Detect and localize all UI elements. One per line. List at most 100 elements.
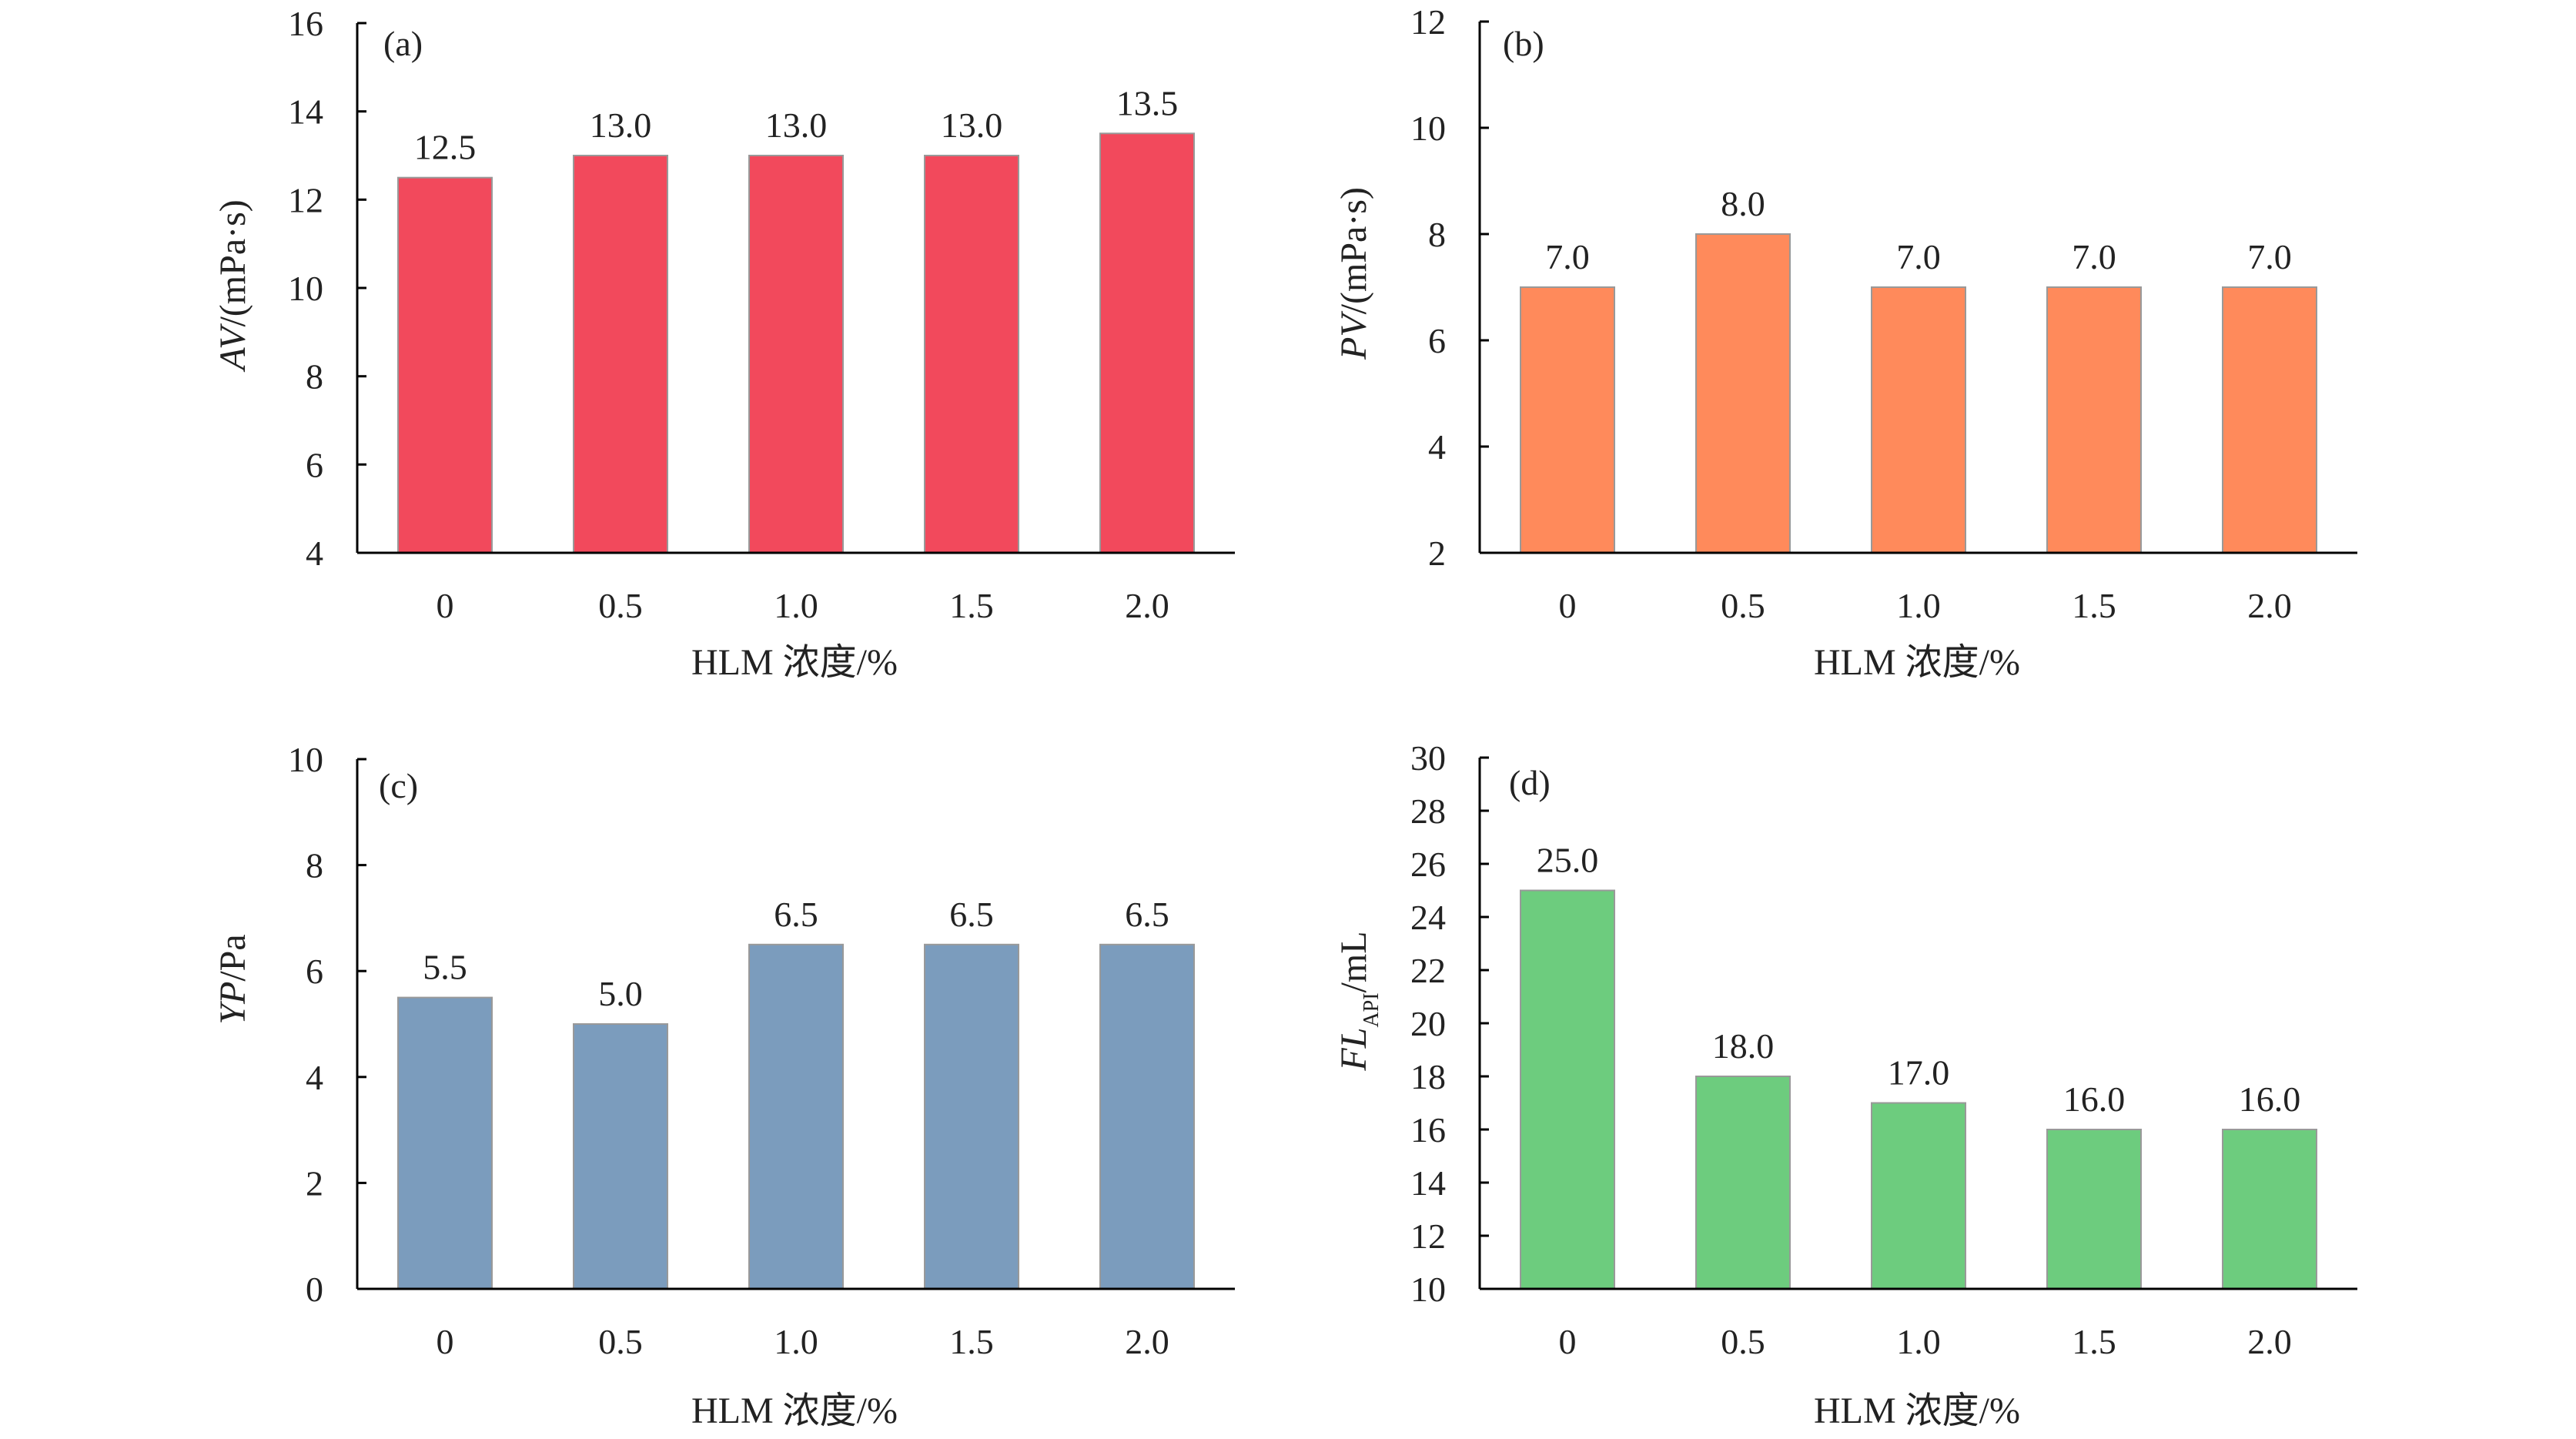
y-tick-label-a-4: 12 [288,180,323,219]
x-tick-label-a-0: 0 [437,586,454,625]
y-tick-label-c-3: 6 [306,952,323,991]
y-tick-label-a-5: 14 [288,92,323,132]
x-tick-label-b-1: 0.5 [1721,586,1765,625]
bar-c-1 [573,1023,668,1290]
y-axis-title-a: AV/(mPa·s) [212,199,253,373]
y-tick-label-b-1: 4 [1428,427,1446,467]
y-axis-title-b-unit: /(mPa·s) [1333,187,1374,314]
x-axis-title-c: HLM 浓度/% [691,1390,898,1431]
y-tick-label-d-7: 24 [1410,898,1446,937]
y-tick-label-d-2: 14 [1410,1163,1446,1203]
x-tick-label-d-4: 2.0 [2247,1322,2292,1361]
value-label-c-3: 6.5 [949,895,994,934]
bar-a-3 [924,155,1019,554]
value-label-a-3: 13.0 [941,105,1003,145]
y-tick-label-b-3: 8 [1428,215,1446,254]
panel-label-d: (d) [1509,763,1551,802]
bar-d-0 [1520,889,1615,1290]
panel-label-c: (c) [379,766,418,805]
value-label-a-2: 13.0 [765,105,828,145]
y-tick-label-d-1: 12 [1410,1216,1446,1256]
bar-c-0 [397,996,493,1290]
x-axis-title-b: HLM 浓度/% [1814,642,2020,683]
y-tick-label-c-5: 10 [288,740,323,779]
x-tick-label-d-0: 0 [1559,1322,1577,1361]
x-axis-title-a: HLM 浓度/% [691,642,898,683]
y-tick-label-c-0: 0 [306,1270,323,1309]
bar-c-4 [1099,943,1195,1290]
panel-b-marks: 7.0 0 8.0 0.5 7.0 1.0 7.0 1.5 7.0 2.0 2 4 6 8 10 12 [1410,2,2357,625]
value-label-d-3: 16.0 [2063,1079,2126,1119]
x-tick-label-c-1: 0.5 [598,1322,643,1361]
value-label-c-0: 5.5 [423,948,467,987]
y-tick-label-a-1: 6 [306,445,323,484]
y-tick-label-d-4: 18 [1410,1057,1446,1096]
value-label-b-3: 7.0 [2072,237,2116,276]
bar-d-3 [2046,1129,2142,1290]
value-label-a-4: 13.5 [1116,83,1179,122]
bar-a-2 [748,155,844,554]
x-tick-label-a-4: 2.0 [1125,586,1169,625]
panel-d-marks: 25.0 0 18.0 0.5 17.0 1.0 16.0 1.5 16.0 2.0 10 12 14 1… [1410,738,2357,1361]
y-tick-label-d-0: 10 [1410,1270,1446,1309]
value-label-d-2: 17.0 [1888,1053,1950,1093]
bar-b-4 [2222,286,2317,554]
x-tick-label-c-3: 1.5 [949,1322,994,1361]
bar-d-2 [1871,1102,1966,1290]
y-tick-label-a-6: 16 [288,4,323,43]
x-tick-label-a-3: 1.5 [949,586,994,625]
y-axis-title-a-unit: /(mPa·s) [212,199,253,326]
x-tick-label-d-1: 0.5 [1721,1322,1765,1361]
value-label-a-0: 12.5 [414,128,477,167]
bar-a-1 [573,155,668,554]
bar-b-0 [1520,286,1615,554]
y-tick-label-a-2: 8 [306,357,323,397]
bar-d-4 [2222,1129,2317,1290]
bar-d-1 [1695,1076,1791,1290]
value-label-b-4: 7.0 [2247,237,2292,276]
y-tick-label-b-2: 6 [1428,321,1446,360]
value-label-b-0: 7.0 [1545,237,1590,276]
y-tick-label-c-2: 4 [306,1058,323,1097]
bar-b-1 [1695,233,1791,554]
value-label-c-1: 5.0 [598,974,643,1013]
panel-a: 12.5 0 13.0 0.5 13.0 1.0 13.0 1.5 13.5 2.0 4 6 8 10 12… [212,4,1235,683]
x-tick-label-a-1: 0.5 [598,586,643,625]
value-label-c-4: 6.5 [1125,895,1169,934]
x-tick-label-d-3: 1.5 [2072,1322,2116,1361]
y-tick-label-a-0: 4 [306,534,323,573]
y-axis-title-b-var: PV [1333,311,1374,360]
y-tick-label-d-10: 30 [1410,738,1446,778]
x-tick-label-c-2: 1.0 [774,1322,818,1361]
y-axis-title-d-unit: /mL [1333,931,1374,992]
y-tick-label-b-0: 2 [1428,534,1446,573]
y-tick-label-d-3: 16 [1410,1110,1446,1150]
value-label-d-1: 18.0 [1712,1026,1775,1066]
y-tick-label-d-5: 20 [1410,1004,1446,1043]
bar-a-0 [397,176,493,554]
y-axis-title-b: PV/(mPa·s) [1333,187,1374,360]
y-axis-title-c: YP/Pa [212,934,253,1024]
y-axis-title-a-var: AV [212,323,253,373]
x-axis-title-d: HLM 浓度/% [1814,1390,2020,1431]
value-label-d-0: 25.0 [1537,841,1599,880]
panel-d: 25.0 0 18.0 0.5 17.0 1.0 16.0 1.5 16.0 2.0 10 12 14 1… [1333,738,2357,1431]
value-label-a-1: 13.0 [590,105,652,145]
y-axis-title-d-var: FL [1333,1028,1374,1072]
value-label-d-4: 16.0 [2239,1079,2301,1119]
y-tick-label-c-4: 8 [306,846,323,885]
y-tick-label-d-8: 26 [1410,845,1446,884]
y-tick-label-b-4: 10 [1410,109,1446,148]
bar-b-2 [1871,286,1966,554]
bar-a-4 [1099,132,1195,554]
y-axis-title-d-sub: API [1360,992,1383,1027]
bar-c-2 [748,943,844,1290]
panel-label-b: (b) [1503,24,1544,63]
panel-label-a: (a) [383,24,423,63]
bar-c-3 [924,943,1019,1290]
x-tick-label-b-2: 1.0 [1896,586,1941,625]
y-tick-label-b-5: 12 [1410,2,1446,42]
panel-a-marks: 12.5 0 13.0 0.5 13.0 1.0 13.0 1.5 13.5 2.0 4 6 8 10 12… [288,4,1235,625]
y-tick-label-a-3: 10 [288,269,323,308]
